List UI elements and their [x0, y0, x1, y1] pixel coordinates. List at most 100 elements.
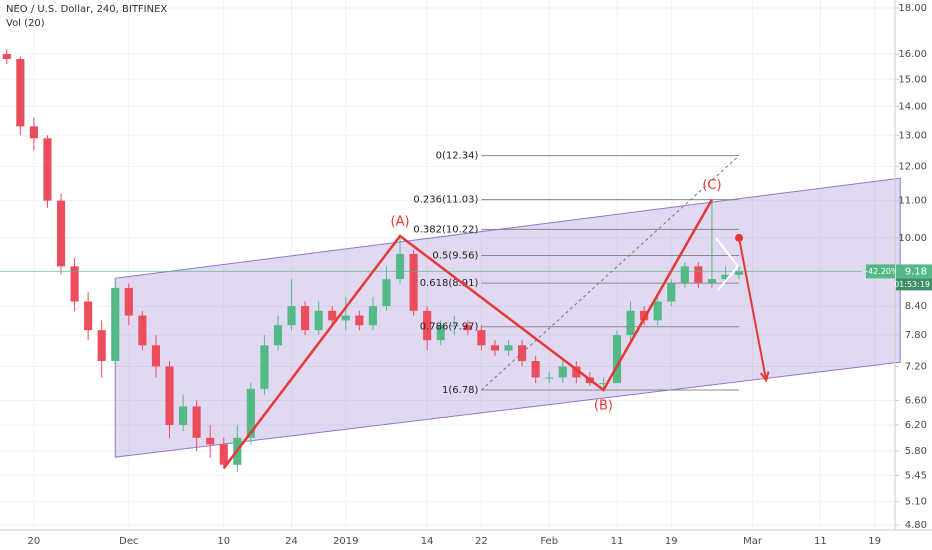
candle-body — [328, 310, 337, 321]
candle-body — [653, 301, 662, 321]
candle-body — [612, 335, 622, 384]
y-tick-label: 6.20 — [905, 420, 927, 431]
y-tick-label: 13.00 — [898, 130, 927, 141]
candle-body — [151, 345, 161, 367]
countdown-label: 01:53:19 — [894, 280, 930, 289]
candle-body — [734, 271, 744, 275]
fib-label: 0(12.34) — [436, 151, 479, 162]
y-tick-label: 11.00 — [898, 196, 927, 207]
y-tick-label: 14.00 — [898, 101, 927, 112]
candle-body — [707, 279, 716, 284]
wave-label: (C) — [702, 178, 721, 193]
axes: 18.00 16.00 15.00 14.00 13.00 12.00 11.00 10.00… — [28, 3, 932, 547]
candle-body — [314, 310, 323, 331]
candle-body — [355, 315, 364, 326]
candle-body — [694, 266, 703, 284]
candle-body — [640, 310, 649, 321]
x-tick-label: 14 — [421, 536, 434, 547]
candle-body — [531, 361, 540, 378]
fib-label: 0.786(7.97) — [420, 322, 479, 333]
candle-body — [2, 54, 11, 59]
y-tick-label: 10.00 — [898, 233, 927, 244]
y-tick-label: 4.80 — [905, 520, 927, 531]
y-tick-label: 15.00 — [898, 74, 927, 85]
candle-body — [29, 126, 38, 139]
candle-body — [97, 330, 106, 362]
x-tick-label: 19 — [665, 536, 678, 547]
wave-label: (B) — [594, 398, 613, 413]
candles — [2, 49, 744, 472]
candle-body — [572, 366, 581, 378]
candle-body — [382, 279, 391, 307]
candle-body — [246, 388, 255, 438]
candle-body — [56, 200, 66, 267]
x-tick-label: 19 — [868, 536, 881, 547]
candle-body — [43, 138, 52, 201]
candle-body — [165, 366, 174, 425]
change-badge — [866, 264, 895, 279]
fib-label: 0.382(10.22) — [413, 224, 478, 235]
x-tick-label: 22 — [475, 536, 488, 547]
fib-label: 0.236(11.03) — [413, 195, 478, 206]
x-tick-label: Feb — [540, 536, 558, 547]
candle-body — [477, 330, 486, 346]
candle-body — [599, 383, 608, 385]
candle-body — [667, 283, 676, 302]
candle-body — [287, 306, 296, 326]
x-tick-label: 2019 — [333, 536, 358, 547]
x-tick-label: 11 — [814, 536, 827, 547]
y-tick-label: 16.00 — [898, 49, 927, 60]
projection-arrow — [738, 237, 768, 381]
candle-body — [260, 345, 269, 389]
y-tick-label: 5.80 — [905, 446, 927, 457]
y-tick-label: 5.10 — [905, 496, 927, 507]
candle-body — [463, 325, 472, 331]
candle-body — [626, 310, 635, 336]
x-tick-label: 10 — [217, 536, 230, 547]
candle-body — [395, 253, 405, 280]
candle-body — [179, 406, 188, 425]
x-tick-label: 20 — [28, 536, 41, 547]
change-label: −42.20% — [861, 267, 899, 276]
y-tick-label: 7.80 — [905, 330, 927, 341]
x-tick-label: Dec — [119, 536, 138, 547]
y-tick-label: 5.45 — [905, 470, 927, 481]
candle-body — [436, 325, 445, 341]
candle-body — [721, 274, 730, 280]
candle-body — [545, 377, 554, 379]
chart-subtitle: Vol (20) — [6, 18, 45, 29]
candle-body — [70, 266, 79, 302]
annotations: 0(12.34) 0.236(11.03) 0.382(10.22) 0.5(9.56… — [0, 151, 895, 470]
candle-body — [111, 287, 120, 362]
x-tick-label: 11 — [611, 536, 624, 547]
candle-body — [219, 444, 228, 465]
candle-body — [273, 325, 283, 346]
x-tick-label: 24 — [285, 536, 298, 547]
y-tick-label: 12.00 — [898, 162, 927, 173]
y-tick-label: 18.00 — [898, 3, 927, 14]
candle-body — [423, 310, 432, 341]
x-tick-label: Mar — [743, 536, 763, 547]
y-tick-label: 8.40 — [905, 301, 927, 312]
candle-body — [680, 266, 689, 284]
last-price-label: 9.18 — [905, 266, 927, 277]
candle-body — [16, 58, 25, 127]
candle-body — [84, 301, 93, 331]
candle-body — [138, 315, 147, 346]
arrow-head — [760, 371, 770, 383]
candle-body — [490, 345, 500, 351]
chart-title: NEO / U.S. Dollar, 240, BITFINEX — [6, 4, 167, 15]
fib-trend — [481, 155, 740, 391]
fib-label: 1(6.78) — [442, 385, 479, 396]
last-price-badge — [896, 264, 932, 279]
candle-body — [206, 437, 215, 445]
candle-body — [450, 325, 459, 327]
candle-body — [124, 287, 133, 316]
candle-body — [409, 253, 418, 311]
pattern-sketch — [715, 237, 740, 291]
candle-body — [341, 315, 350, 321]
wave-path — [222, 198, 714, 470]
y-tick-label: 6.60 — [905, 395, 927, 406]
